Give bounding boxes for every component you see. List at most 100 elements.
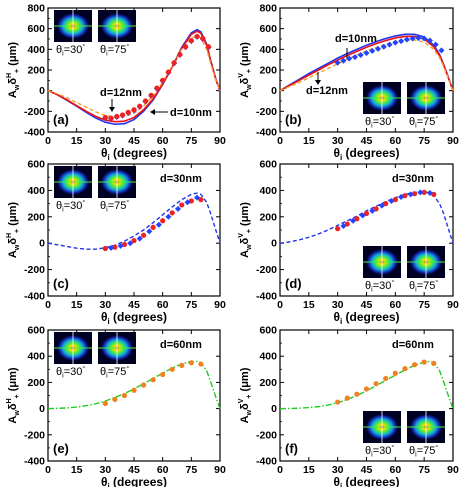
y-tick-label: -400 bbox=[24, 127, 45, 139]
data-point bbox=[426, 37, 433, 44]
inset-label-30-part-1: i bbox=[371, 287, 373, 294]
data-point bbox=[398, 194, 405, 200]
x-axis-label: θi (degrees) bbox=[101, 310, 167, 326]
inset-label-30-part-2: =30 bbox=[64, 200, 83, 212]
annotation-thickness: d=60nm bbox=[160, 339, 202, 351]
y-axis-label-ylabel_sub2: + bbox=[246, 395, 253, 399]
data-point bbox=[421, 189, 427, 195]
data-point bbox=[140, 232, 147, 238]
inset-label-75-part-2: =75 bbox=[108, 200, 127, 212]
x-tick-label: 0 bbox=[45, 135, 51, 147]
x-axis-label: θi (degrees) bbox=[333, 310, 399, 326]
inset-label-75-part-3: ° bbox=[126, 365, 129, 373]
inset-image-75 bbox=[407, 82, 445, 114]
y-axis-label-ylabel_sub: w bbox=[14, 84, 21, 91]
data-point bbox=[359, 212, 366, 219]
x-tick-label: 15 bbox=[303, 464, 315, 476]
inset-label-30: θi=30° bbox=[56, 365, 85, 380]
x-axis-label-xlabel_sub: i bbox=[107, 482, 109, 487]
y-tick-label: 600 bbox=[259, 159, 277, 171]
y-axis-label-ylabel_sub: w bbox=[14, 244, 21, 251]
y-axis-label-ylabel: A bbox=[239, 415, 251, 423]
inset-label-30-part-2: =30 bbox=[373, 445, 392, 457]
x-tick-label: 90 bbox=[214, 135, 226, 147]
data-point bbox=[102, 114, 108, 121]
series-line bbox=[47, 35, 221, 118]
data-point bbox=[179, 202, 185, 208]
inset-label-75-part-1: i bbox=[106, 51, 108, 58]
y-tick-label: 200 bbox=[259, 377, 277, 389]
data-point bbox=[375, 45, 382, 52]
y-axis-label-ylabel_sub: w bbox=[246, 84, 253, 91]
annotation-arrowhead bbox=[150, 109, 155, 115]
inset-label-75-part-2: =75 bbox=[108, 366, 127, 378]
y-axis-label: AwδV+ (μm) bbox=[238, 202, 253, 258]
y-axis-label-ylabel_sub2: + bbox=[14, 229, 21, 233]
x-axis-label-xlabel_sub: i bbox=[340, 317, 342, 326]
data-point bbox=[108, 115, 114, 121]
y-axis-label-ylabel_unit: (μm) bbox=[7, 42, 19, 69]
data-point bbox=[119, 112, 126, 118]
inset-label-30-part-0: θ bbox=[365, 116, 371, 128]
x-axis-label-xlabel: θ bbox=[101, 310, 108, 324]
series-1 bbox=[335, 189, 437, 232]
data-point bbox=[131, 107, 137, 113]
data-point bbox=[146, 228, 153, 235]
y-tick-label: 800 bbox=[27, 3, 45, 15]
data-point bbox=[155, 221, 162, 228]
annotation-d12: d=12nm bbox=[306, 85, 348, 97]
y-tick-label: -400 bbox=[24, 291, 45, 303]
data-point bbox=[363, 49, 370, 56]
series-0 bbox=[279, 191, 454, 244]
y-tick-label: 0 bbox=[271, 85, 277, 97]
x-tick-label: 60 bbox=[389, 464, 401, 476]
series-2 bbox=[279, 39, 454, 92]
inset-label-75-part-3: ° bbox=[435, 115, 438, 123]
y-tick-label: 200 bbox=[259, 211, 277, 223]
x-axis-label-xlabel_unit: (degrees) bbox=[342, 146, 399, 160]
data-point bbox=[121, 392, 128, 399]
data-point bbox=[350, 217, 357, 224]
y-axis-label-ylabel: A bbox=[7, 250, 19, 258]
inset-label-30-part-1: i bbox=[371, 452, 373, 459]
x-tick-label: 60 bbox=[157, 299, 169, 311]
x-tick-label: 0 bbox=[277, 299, 283, 311]
inset-label-30-part-1: i bbox=[371, 123, 373, 130]
x-axis-label-xlabel_unit: (degrees) bbox=[110, 146, 167, 160]
data-point bbox=[354, 391, 360, 397]
y-axis-label: AwδV+ (μm) bbox=[238, 42, 253, 98]
data-point bbox=[142, 98, 149, 104]
data-point bbox=[392, 39, 399, 46]
data-point bbox=[114, 113, 120, 120]
inset-label-75-part-1: i bbox=[106, 207, 108, 214]
data-point bbox=[335, 226, 341, 232]
x-axis-label-xlabel_sub: i bbox=[107, 153, 109, 162]
x-tick-label: 75 bbox=[185, 299, 197, 311]
y-axis-label-ylabel_unit: (μm) bbox=[239, 202, 251, 229]
y-axis-label-ylabel_mid: δ bbox=[239, 403, 251, 410]
x-tick-label: 90 bbox=[214, 299, 226, 311]
y-axis-label-ylabel_sub2: + bbox=[246, 229, 253, 233]
panel-label: (d) bbox=[285, 276, 302, 291]
inset-label-75-part-1: i bbox=[106, 373, 108, 380]
inset-label-30: θi=30° bbox=[365, 444, 394, 459]
x-axis-label: θi (degrees) bbox=[333, 146, 399, 162]
x-tick-label: 30 bbox=[99, 299, 111, 311]
x-tick-label: 75 bbox=[185, 464, 197, 476]
inset-label-75-part-3: ° bbox=[435, 444, 438, 452]
y-axis-label-ylabel_sup: V bbox=[238, 233, 245, 238]
data-point bbox=[160, 77, 166, 83]
data-point bbox=[378, 202, 385, 209]
y-tick-label: 0 bbox=[39, 403, 45, 415]
inset-label-30-part-3: ° bbox=[82, 199, 85, 207]
data-point bbox=[177, 51, 183, 58]
data-point bbox=[369, 207, 376, 214]
y-axis-label-ylabel_sup: H bbox=[6, 73, 13, 78]
data-point bbox=[112, 396, 118, 403]
data-point bbox=[154, 85, 160, 91]
series-1 bbox=[102, 360, 204, 406]
y-tick-label: -400 bbox=[256, 127, 277, 139]
x-axis-label-xlabel_unit: (degrees) bbox=[342, 310, 399, 324]
inset-label-30-part-1: i bbox=[62, 207, 64, 214]
